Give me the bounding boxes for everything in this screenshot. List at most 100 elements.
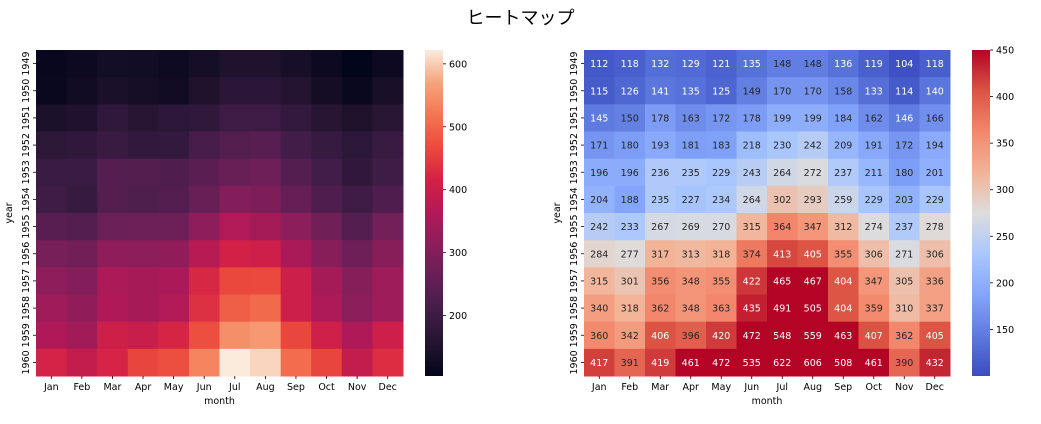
heatmap-cell <box>736 50 768 78</box>
heatmap-cell <box>584 185 615 214</box>
cell-value-label: 193 <box>651 141 669 152</box>
cell-value-label: 146 <box>895 113 913 124</box>
heatmap-cell <box>250 213 282 241</box>
y-tick-label: 1951 <box>21 106 32 130</box>
heatmap-cell <box>127 158 159 187</box>
heatmap-cell <box>36 213 68 241</box>
cell-value-label: 181 <box>682 141 700 152</box>
heatmap-cell <box>828 158 859 187</box>
cell-value-label: 347 <box>865 276 883 287</box>
heatmap-cell <box>250 294 282 323</box>
heatmap-cell <box>219 185 251 214</box>
heatmap-cell <box>219 240 251 268</box>
heatmap-cell <box>372 267 404 295</box>
cell-value-label: 140 <box>926 86 944 97</box>
heatmap-cell <box>767 213 798 241</box>
heatmap-cell <box>158 104 190 132</box>
cell-value-label: 362 <box>895 331 913 342</box>
heatmap-cell <box>675 348 707 377</box>
cell-value-label: 336 <box>926 276 944 287</box>
cell-value-label: 413 <box>773 249 791 260</box>
heatmap-cell <box>127 131 159 160</box>
heatmap-cell <box>645 50 676 78</box>
heatmap-cell <box>919 348 951 377</box>
colorbar-tick-label: 600 <box>449 59 467 70</box>
heatmap-cell <box>919 294 951 323</box>
heatmap-cell <box>767 104 798 132</box>
heatmap-cell <box>706 158 737 187</box>
heatmap-cell <box>675 321 707 350</box>
heatmap-cell <box>614 158 646 187</box>
heatmap-cell <box>858 77 890 105</box>
x-tick-label: May <box>164 382 184 393</box>
x-tick-label: Feb <box>621 382 638 393</box>
x-tick-label: Nov <box>895 382 914 393</box>
heatmap-cell <box>675 158 707 187</box>
cell-value-label: 129 <box>682 59 700 70</box>
heatmap-cell <box>341 77 373 105</box>
cell-value-label: 271 <box>895 249 913 260</box>
heatmap-cell <box>645 240 676 268</box>
cell-value-label: 505 <box>804 304 822 315</box>
heatmap-cell <box>219 104 251 132</box>
heatmap-cell <box>797 185 829 214</box>
y-tick-label: 1958 <box>21 296 32 320</box>
cell-value-label: 199 <box>804 113 822 124</box>
heatmap-cell <box>372 104 404 132</box>
cell-value-label: 194 <box>926 141 944 152</box>
heatmap-cell <box>97 104 129 132</box>
heatmap-cell <box>706 213 737 241</box>
heatmap-cell <box>158 131 190 160</box>
y-tick-label: 1952 <box>569 133 580 157</box>
heatmap-cell <box>736 77 768 105</box>
heatmap-cell <box>828 267 859 295</box>
cell-value-label: 463 <box>834 331 852 342</box>
heatmap-cell <box>341 158 373 187</box>
heatmap-cell <box>767 240 798 268</box>
heatmap-cell <box>675 77 707 105</box>
heatmap-cell <box>767 321 798 350</box>
heatmap-cell <box>645 131 676 160</box>
cell-value-label: 162 <box>865 113 883 124</box>
heatmap-cell <box>584 321 615 350</box>
heatmap-cell <box>828 348 859 377</box>
heatmap-cell <box>675 131 707 160</box>
heatmap-cell <box>280 185 312 214</box>
heatmap-cell <box>341 240 373 268</box>
x-tick-label: Jan <box>43 382 59 393</box>
heatmap-cell <box>311 348 343 377</box>
cell-value-label: 145 <box>590 113 608 124</box>
cell-value-label: 178 <box>651 113 669 124</box>
cell-value-label: 317 <box>651 249 669 260</box>
heatmap-cell <box>706 185 737 214</box>
cell-value-label: 188 <box>621 195 639 206</box>
heatmap-cell <box>584 294 615 323</box>
heatmap-cell <box>341 131 373 160</box>
heatmap-cell <box>280 267 312 295</box>
cell-value-label: 301 <box>621 276 639 287</box>
heatmap-cell <box>828 213 859 241</box>
heatmap-cell <box>219 158 251 187</box>
heatmap-cell <box>889 158 920 187</box>
heatmap-cell <box>97 185 129 214</box>
heatmap-cell <box>736 294 768 323</box>
heatmap-cell <box>706 348 737 377</box>
heatmap-cell <box>341 321 373 350</box>
cell-value-label: 435 <box>743 304 761 315</box>
heatmap-cell <box>919 158 951 187</box>
cell-value-label: 315 <box>743 222 761 233</box>
heatmap-cell <box>889 50 920 78</box>
y-tick-label: 1955 <box>21 214 32 238</box>
heatmap-cell <box>188 185 220 214</box>
cell-value-label: 467 <box>804 276 822 287</box>
heatmap-cell <box>919 213 951 241</box>
heatmap-cell <box>280 50 312 78</box>
heatmap-cell <box>645 158 676 187</box>
colorbar-tick-label: 300 <box>996 185 1014 196</box>
cell-value-label: 461 <box>682 358 700 369</box>
heatmap-cell <box>736 213 768 241</box>
heatmap-cell <box>675 294 707 323</box>
heatmap-cell <box>97 131 129 160</box>
heatmap-cell <box>797 104 829 132</box>
